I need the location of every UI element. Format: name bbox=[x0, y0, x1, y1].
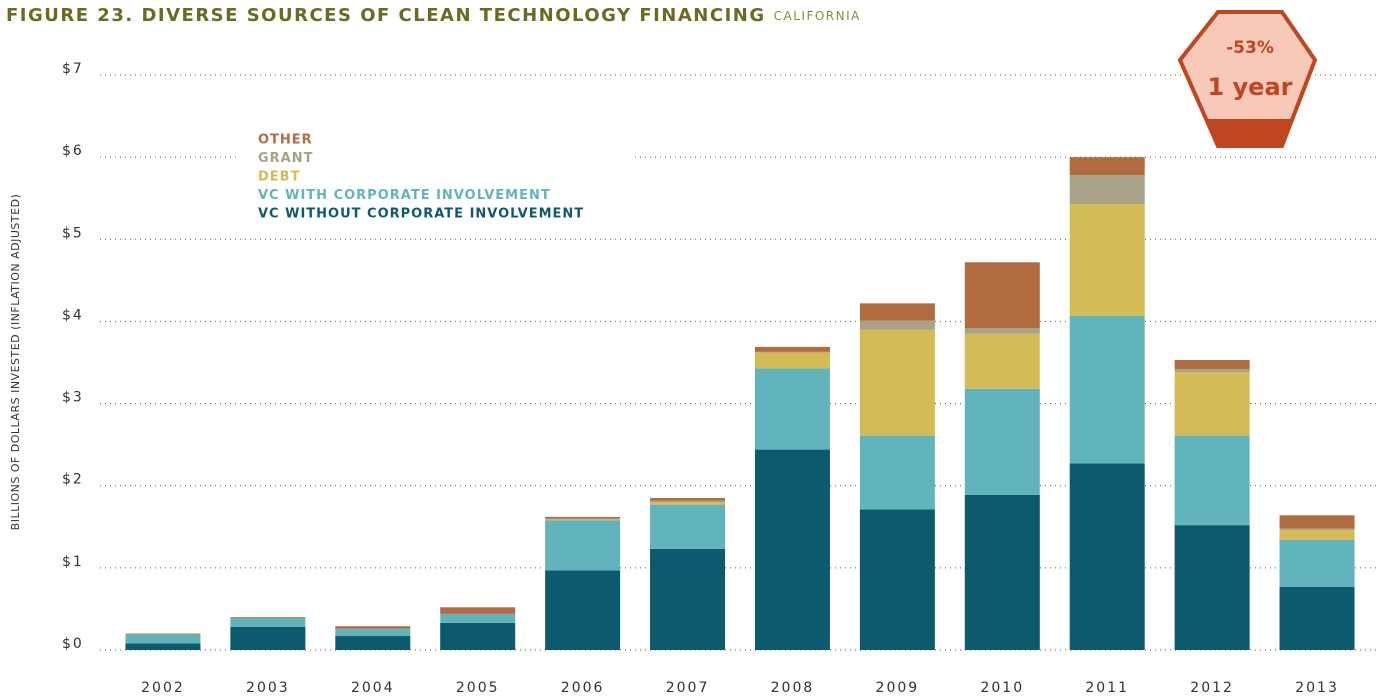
bar-segment bbox=[1279, 515, 1355, 529]
subtitle: CALIFORNIA bbox=[774, 9, 861, 23]
bar-segment bbox=[440, 613, 516, 623]
bar-segment bbox=[440, 607, 516, 614]
bar-segment bbox=[335, 636, 411, 650]
badge-shape bbox=[1177, 10, 1318, 148]
bar-segment bbox=[1279, 586, 1355, 650]
title: FIGURE 23. DIVERSE SOURCES OF CLEAN TECH… bbox=[6, 5, 766, 26]
bar-segment bbox=[1174, 369, 1250, 373]
x-tick-label: 2008 bbox=[771, 680, 815, 696]
bar-segment bbox=[650, 548, 726, 650]
bar-segment bbox=[650, 500, 726, 503]
bar-segment bbox=[545, 516, 621, 519]
bar-segment bbox=[230, 617, 306, 627]
x-tick-label: 2007 bbox=[666, 680, 710, 696]
bar-segment bbox=[964, 328, 1040, 334]
y-tick-label: $3 bbox=[62, 390, 84, 406]
bar-segment bbox=[754, 368, 830, 450]
bar-segment bbox=[545, 520, 621, 571]
bar-segment bbox=[1069, 157, 1145, 176]
bar-segment bbox=[440, 622, 516, 650]
y-tick-label: $5 bbox=[62, 225, 84, 241]
legend-background bbox=[238, 128, 633, 228]
legend-entry: VC WITH CORPORATE INVOLVEMENT bbox=[258, 188, 551, 203]
bar-segment bbox=[125, 634, 201, 644]
bar-segment bbox=[650, 502, 726, 505]
legend: VC WITHOUT CORPORATE INVOLVEMENT VC WITH … bbox=[258, 133, 584, 222]
bar-segment bbox=[964, 388, 1040, 495]
bar-segment bbox=[1279, 528, 1355, 531]
x-tick-label: 2003 bbox=[246, 680, 290, 696]
bar-segment bbox=[859, 509, 935, 650]
bar-segment bbox=[1069, 175, 1145, 204]
bar-segment bbox=[1174, 360, 1250, 370]
bar-segment bbox=[650, 498, 726, 501]
bar-segment bbox=[125, 633, 201, 635]
chart-title: FIGURE 23. DIVERSE SOURCES OF CLEAN TECH… bbox=[6, 5, 861, 26]
bar-segment bbox=[335, 626, 411, 629]
legend-entry: DEBT bbox=[258, 170, 300, 185]
annotation: -53% bbox=[1226, 38, 1274, 58]
bar-segment bbox=[964, 494, 1040, 650]
bar-segment bbox=[859, 303, 935, 321]
grid: $0 $1 $2 $3 $4 $5 $6 $7 bbox=[62, 61, 1380, 652]
x-tick-label: 2004 bbox=[351, 680, 395, 696]
legend-entry: GRANT bbox=[258, 151, 314, 166]
bar-segment bbox=[1279, 539, 1355, 587]
bar-segment bbox=[545, 570, 621, 650]
bar-segment bbox=[859, 435, 935, 510]
bar-segment bbox=[1174, 525, 1250, 650]
bar-segment bbox=[1174, 372, 1250, 436]
bar-segment bbox=[754, 352, 830, 369]
bars: 2002 2003 2004 2005 2006 2007 2008 2009 2010 2011… bbox=[125, 157, 1355, 696]
x-tick-label: 2005 bbox=[456, 680, 500, 696]
x-tick-label: 2012 bbox=[1190, 680, 1234, 696]
bar-segment bbox=[964, 333, 1040, 389]
x-tick-label: 2002 bbox=[141, 680, 185, 696]
bar-segment bbox=[230, 627, 306, 650]
badge: -53% 1 year bbox=[1175, 8, 1320, 150]
y-tick-label: $4 bbox=[62, 307, 84, 323]
y-tick-label: $1 bbox=[62, 554, 84, 570]
bar-segment bbox=[964, 262, 1040, 328]
legend-entry: OTHER bbox=[258, 133, 313, 148]
bar-segment bbox=[230, 617, 306, 618]
bar-segment bbox=[754, 449, 830, 650]
bar-segment bbox=[754, 351, 830, 353]
x-tick-label: 2013 bbox=[1295, 680, 1339, 696]
bar-segment bbox=[754, 346, 830, 352]
x-tick-label: 2011 bbox=[1085, 680, 1129, 696]
x-tick-label: 2010 bbox=[980, 680, 1024, 696]
y-tick-label: $2 bbox=[62, 472, 84, 488]
bar-segment bbox=[1174, 435, 1250, 526]
bar-segment bbox=[335, 628, 411, 637]
bar-segment bbox=[125, 643, 201, 650]
annotation: 1 year bbox=[1207, 73, 1292, 101]
bar-segment bbox=[545, 518, 621, 520]
legend-entry: VC WITHOUT CORPORATE INVOLVEMENT bbox=[258, 207, 584, 222]
y-tick-label: $6 bbox=[62, 143, 84, 159]
bar-segment bbox=[1279, 530, 1355, 540]
bar-segment bbox=[545, 519, 621, 521]
y-axis-label: BILLIONS OF DOLLARS INVESTED (INFLATION … bbox=[9, 194, 22, 531]
badge-band bbox=[1207, 119, 1293, 144]
x-tick-label: 2009 bbox=[876, 680, 920, 696]
x-tick-label: 2006 bbox=[561, 680, 605, 696]
bar-segment bbox=[1069, 315, 1145, 464]
bar-segment bbox=[1069, 463, 1145, 650]
bar-segment bbox=[859, 329, 935, 436]
bar-segment bbox=[859, 320, 935, 330]
bar-segment bbox=[650, 504, 726, 549]
y-tick-label: $0 bbox=[62, 636, 84, 652]
y-tick-label: $7 bbox=[62, 61, 84, 77]
bar-segment bbox=[1069, 203, 1145, 316]
